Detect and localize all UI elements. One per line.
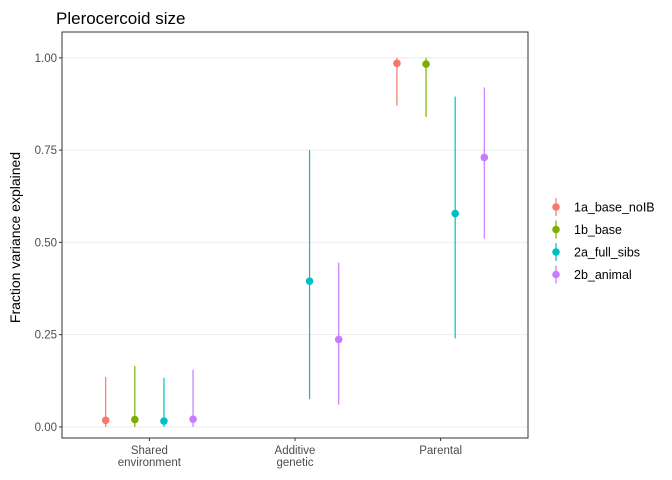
data-point — [451, 209, 459, 218]
data-point — [393, 59, 401, 68]
data-point — [189, 415, 197, 423]
data-point — [160, 417, 168, 425]
data-point — [480, 153, 489, 162]
legend-label: 1a_base_noIB — [574, 201, 655, 215]
data-point — [334, 335, 343, 344]
chart-title: Plerocercoid size — [56, 9, 185, 28]
plot-panel — [62, 32, 528, 438]
x-tick-label: Additive genetic — [275, 445, 316, 469]
legend-label: 2a_full_sibs — [574, 246, 640, 260]
legend: 1a_base_noIB 1b_base 2a_full_sibs 2b_animal — [552, 198, 655, 284]
y-tick-label: 0.50 — [35, 237, 57, 249]
x-axis: Shared environment Additive genetic Parental — [118, 438, 462, 469]
y-tick-label: 1.00 — [35, 53, 57, 65]
x-tick-label: Parental — [419, 445, 462, 457]
data-point — [305, 277, 314, 285]
y-axis: 0.00 0.25 0.50 0.75 1.00 — [35, 53, 62, 434]
panel-background — [62, 32, 528, 438]
data-point — [131, 415, 139, 424]
data-point — [422, 60, 430, 68]
x-tick-label: Shared environment — [118, 445, 182, 469]
legend-label: 1b_base — [574, 223, 622, 237]
legend-label: 2b_animal — [574, 268, 632, 282]
y-tick-label: 0.25 — [35, 330, 57, 342]
legend-key-point — [552, 248, 560, 256]
legend-key-point — [552, 225, 560, 234]
y-axis-title: Fraction variance explained — [7, 152, 23, 323]
y-tick-label: 0.00 — [35, 422, 57, 434]
y-tick-label: 0.75 — [35, 145, 57, 157]
legend-key-point — [552, 203, 560, 211]
legend-key-point — [552, 270, 560, 279]
data-point — [101, 416, 110, 425]
